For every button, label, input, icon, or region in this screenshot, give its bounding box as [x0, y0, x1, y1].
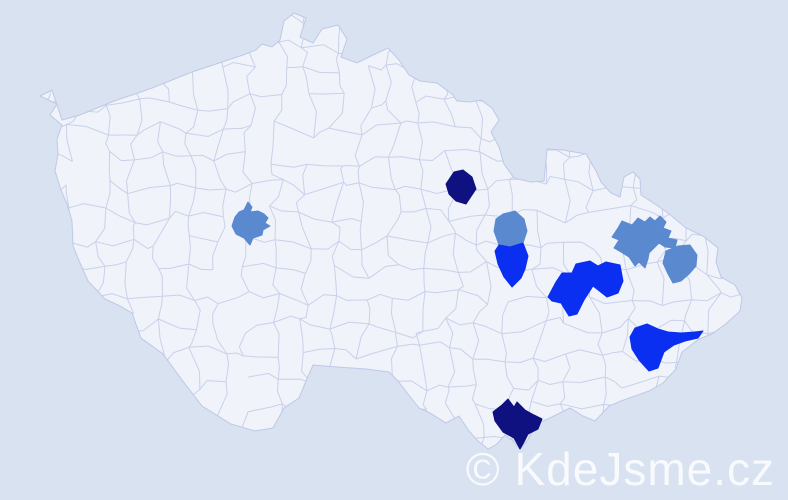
country-outline [38, 12, 743, 450]
map-region-region-9[interactable] [492, 398, 543, 450]
highlighted-regions [231, 169, 704, 450]
country-land [40, 13, 742, 449]
map-region-region-7[interactable] [662, 244, 698, 284]
map-region-region-5[interactable] [547, 260, 624, 317]
map-region-region-1[interactable] [231, 201, 271, 246]
map-region-region-8[interactable] [629, 323, 704, 372]
map-region-region-2[interactable] [445, 169, 477, 205]
kdejsme-watermark: © KdeJsme.cz [465, 443, 775, 495]
map-region-region-6[interactable] [611, 215, 678, 269]
map-region-region-4[interactable] [494, 242, 529, 288]
